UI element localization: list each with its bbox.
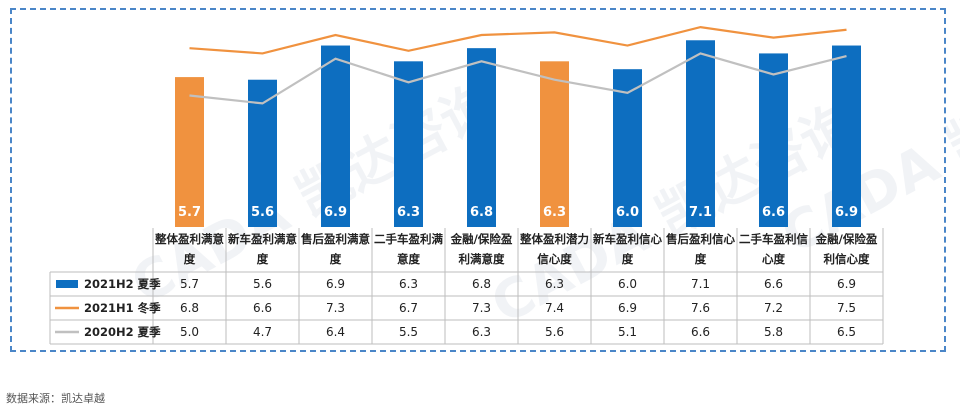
legend-label: 2021H2 夏季 xyxy=(84,277,161,291)
category-label: 二手车盈利信 xyxy=(739,232,808,246)
category-label: 新车盈利信心 xyxy=(593,232,662,246)
category-label: 信心度 xyxy=(537,252,572,266)
bar-value-label: 6.6 xyxy=(762,205,785,220)
bar-value-label: 6.9 xyxy=(835,205,858,220)
series-line xyxy=(189,26,847,55)
bar xyxy=(759,53,788,227)
bar-value-label: 6.0 xyxy=(616,205,639,220)
category-label: 新车盈利满意 xyxy=(228,232,297,246)
table-cell-value: 6.9 xyxy=(618,301,637,315)
table-cell-value: 7.5 xyxy=(837,301,856,315)
table-cell-value: 6.9 xyxy=(326,277,345,291)
bar xyxy=(686,40,715,227)
table-cell-value: 7.3 xyxy=(326,301,345,315)
legend-label: 2021H1 冬季 xyxy=(84,301,161,315)
category-label: 心度 xyxy=(762,252,785,266)
table-cell-value: 5.6 xyxy=(253,277,272,291)
category-label: 度 xyxy=(184,252,196,266)
table-cell-value: 6.0 xyxy=(618,277,637,291)
bar-value-label: 6.8 xyxy=(470,205,493,220)
chart: 5.7 5.6 6.9 6.3 6.8 6.3 6.0 7.1 6.6 6.9整体盈利满意度新车盈… xyxy=(49,26,884,345)
category-label: 度 xyxy=(257,252,269,266)
bar-value-label: 5.7 xyxy=(178,205,201,220)
table-cell-value: 5.6 xyxy=(545,325,564,339)
bar-value-label: 6.3 xyxy=(543,205,566,220)
table-cell-value: 6.6 xyxy=(764,277,783,291)
table-cell-value: 7.4 xyxy=(545,301,564,315)
category-label: 金融/保险盈 xyxy=(450,232,513,246)
category-label: 意度 xyxy=(397,252,420,266)
table-cell-value: 7.2 xyxy=(764,301,783,315)
category-label: 售后盈利信心 xyxy=(665,232,735,246)
bar-value-label: 7.1 xyxy=(689,205,712,220)
bar xyxy=(394,61,423,228)
table-cell-value: 5.8 xyxy=(764,325,783,339)
table-cell-value: 4.7 xyxy=(253,325,272,339)
category-label: 度 xyxy=(330,252,342,266)
bar xyxy=(321,45,350,227)
table-cell-value: 6.4 xyxy=(326,325,345,339)
table-cell-value: 6.9 xyxy=(837,277,856,291)
table-cell-value: 6.3 xyxy=(472,325,491,339)
legend-swatch xyxy=(56,280,78,288)
category-label: 售后盈利满意 xyxy=(300,232,370,246)
source-note: 数据来源：凯达卓越 xyxy=(6,392,105,405)
table-cell-value: 6.3 xyxy=(399,277,418,291)
table-cell-value: 6.7 xyxy=(399,301,418,315)
bar-value-label: 6.3 xyxy=(397,205,420,220)
bar xyxy=(832,45,861,227)
table-cell-value: 7.3 xyxy=(472,301,491,315)
category-label: 整体盈利潜力 xyxy=(519,232,589,246)
category-label: 度 xyxy=(695,252,707,266)
table-cell-value: 7.6 xyxy=(691,301,710,315)
bar xyxy=(540,61,569,228)
table-cell-value: 5.7 xyxy=(180,277,199,291)
category-label: 度 xyxy=(622,252,634,266)
category-label: 二手车盈利满 xyxy=(374,232,443,246)
category-label: 整体盈利满意 xyxy=(154,232,224,246)
bar xyxy=(175,77,204,227)
bar-value-label: 5.6 xyxy=(251,205,274,220)
category-label: 金融/保险盈 xyxy=(815,232,878,246)
category-label: 利满意度 xyxy=(458,252,505,266)
table-cell-value: 5.1 xyxy=(618,325,637,339)
bar xyxy=(613,69,642,227)
table-cell-value: 6.5 xyxy=(837,325,856,339)
bar-value-label: 6.9 xyxy=(324,205,347,220)
bar xyxy=(467,48,496,227)
table-cell-value: 7.1 xyxy=(691,277,710,291)
series-line xyxy=(189,52,847,105)
chart-frame xyxy=(10,8,946,352)
category-label: 利信心度 xyxy=(823,252,870,266)
table-cell-value: 6.8 xyxy=(180,301,199,315)
table-cell-value: 5.5 xyxy=(399,325,418,339)
table-cell-value: 6.8 xyxy=(472,277,491,291)
table-cell-value: 6.6 xyxy=(691,325,710,339)
legend-label: 2020H2 夏季 xyxy=(84,325,161,339)
table-cell-value: 6.3 xyxy=(545,277,564,291)
table-cell-value: 6.6 xyxy=(253,301,272,315)
table-cell-value: 5.0 xyxy=(180,325,199,339)
